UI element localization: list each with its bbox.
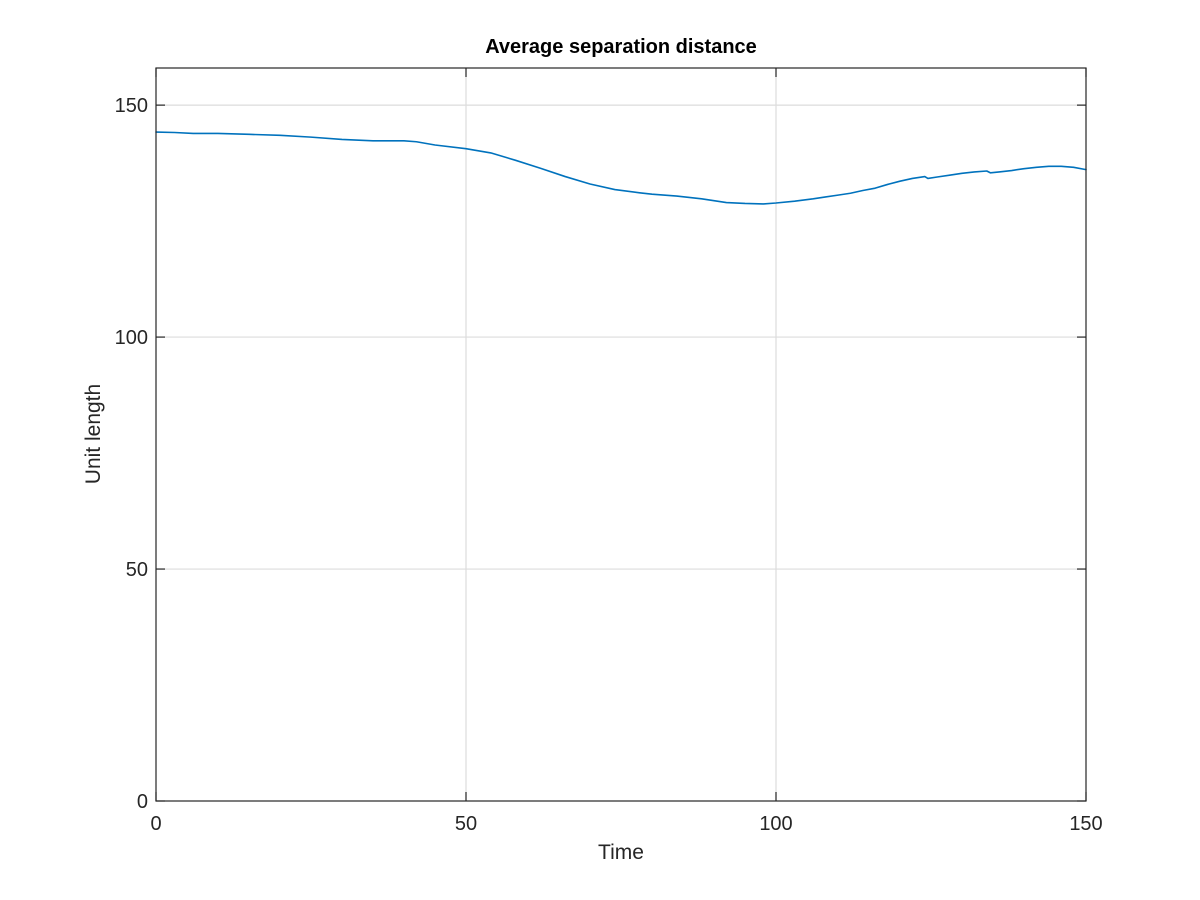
chart-title: Average separation distance xyxy=(485,36,757,58)
tick-labels: 0 50 100 150 0 50 100 150 xyxy=(115,95,1103,835)
x-tick-label: 150 xyxy=(1069,813,1102,835)
plot-area xyxy=(156,68,1086,801)
series-layer xyxy=(155,131,1087,205)
grid xyxy=(156,68,1086,801)
y-tick-label: 150 xyxy=(115,95,148,117)
y-tick-label: 0 xyxy=(137,791,148,813)
axes-box xyxy=(155,67,1087,802)
x-tick-label: 50 xyxy=(455,813,477,835)
x-tick-label: 0 xyxy=(150,813,161,835)
x-tick-label: 100 xyxy=(759,813,792,835)
series-line xyxy=(155,131,1087,205)
y-tick-label: 50 xyxy=(126,559,148,581)
ticks xyxy=(155,68,1087,802)
y-axis-label: Unit length xyxy=(82,384,105,484)
y-tick-label: 100 xyxy=(115,327,148,349)
x-axis-label: Time xyxy=(598,841,644,864)
